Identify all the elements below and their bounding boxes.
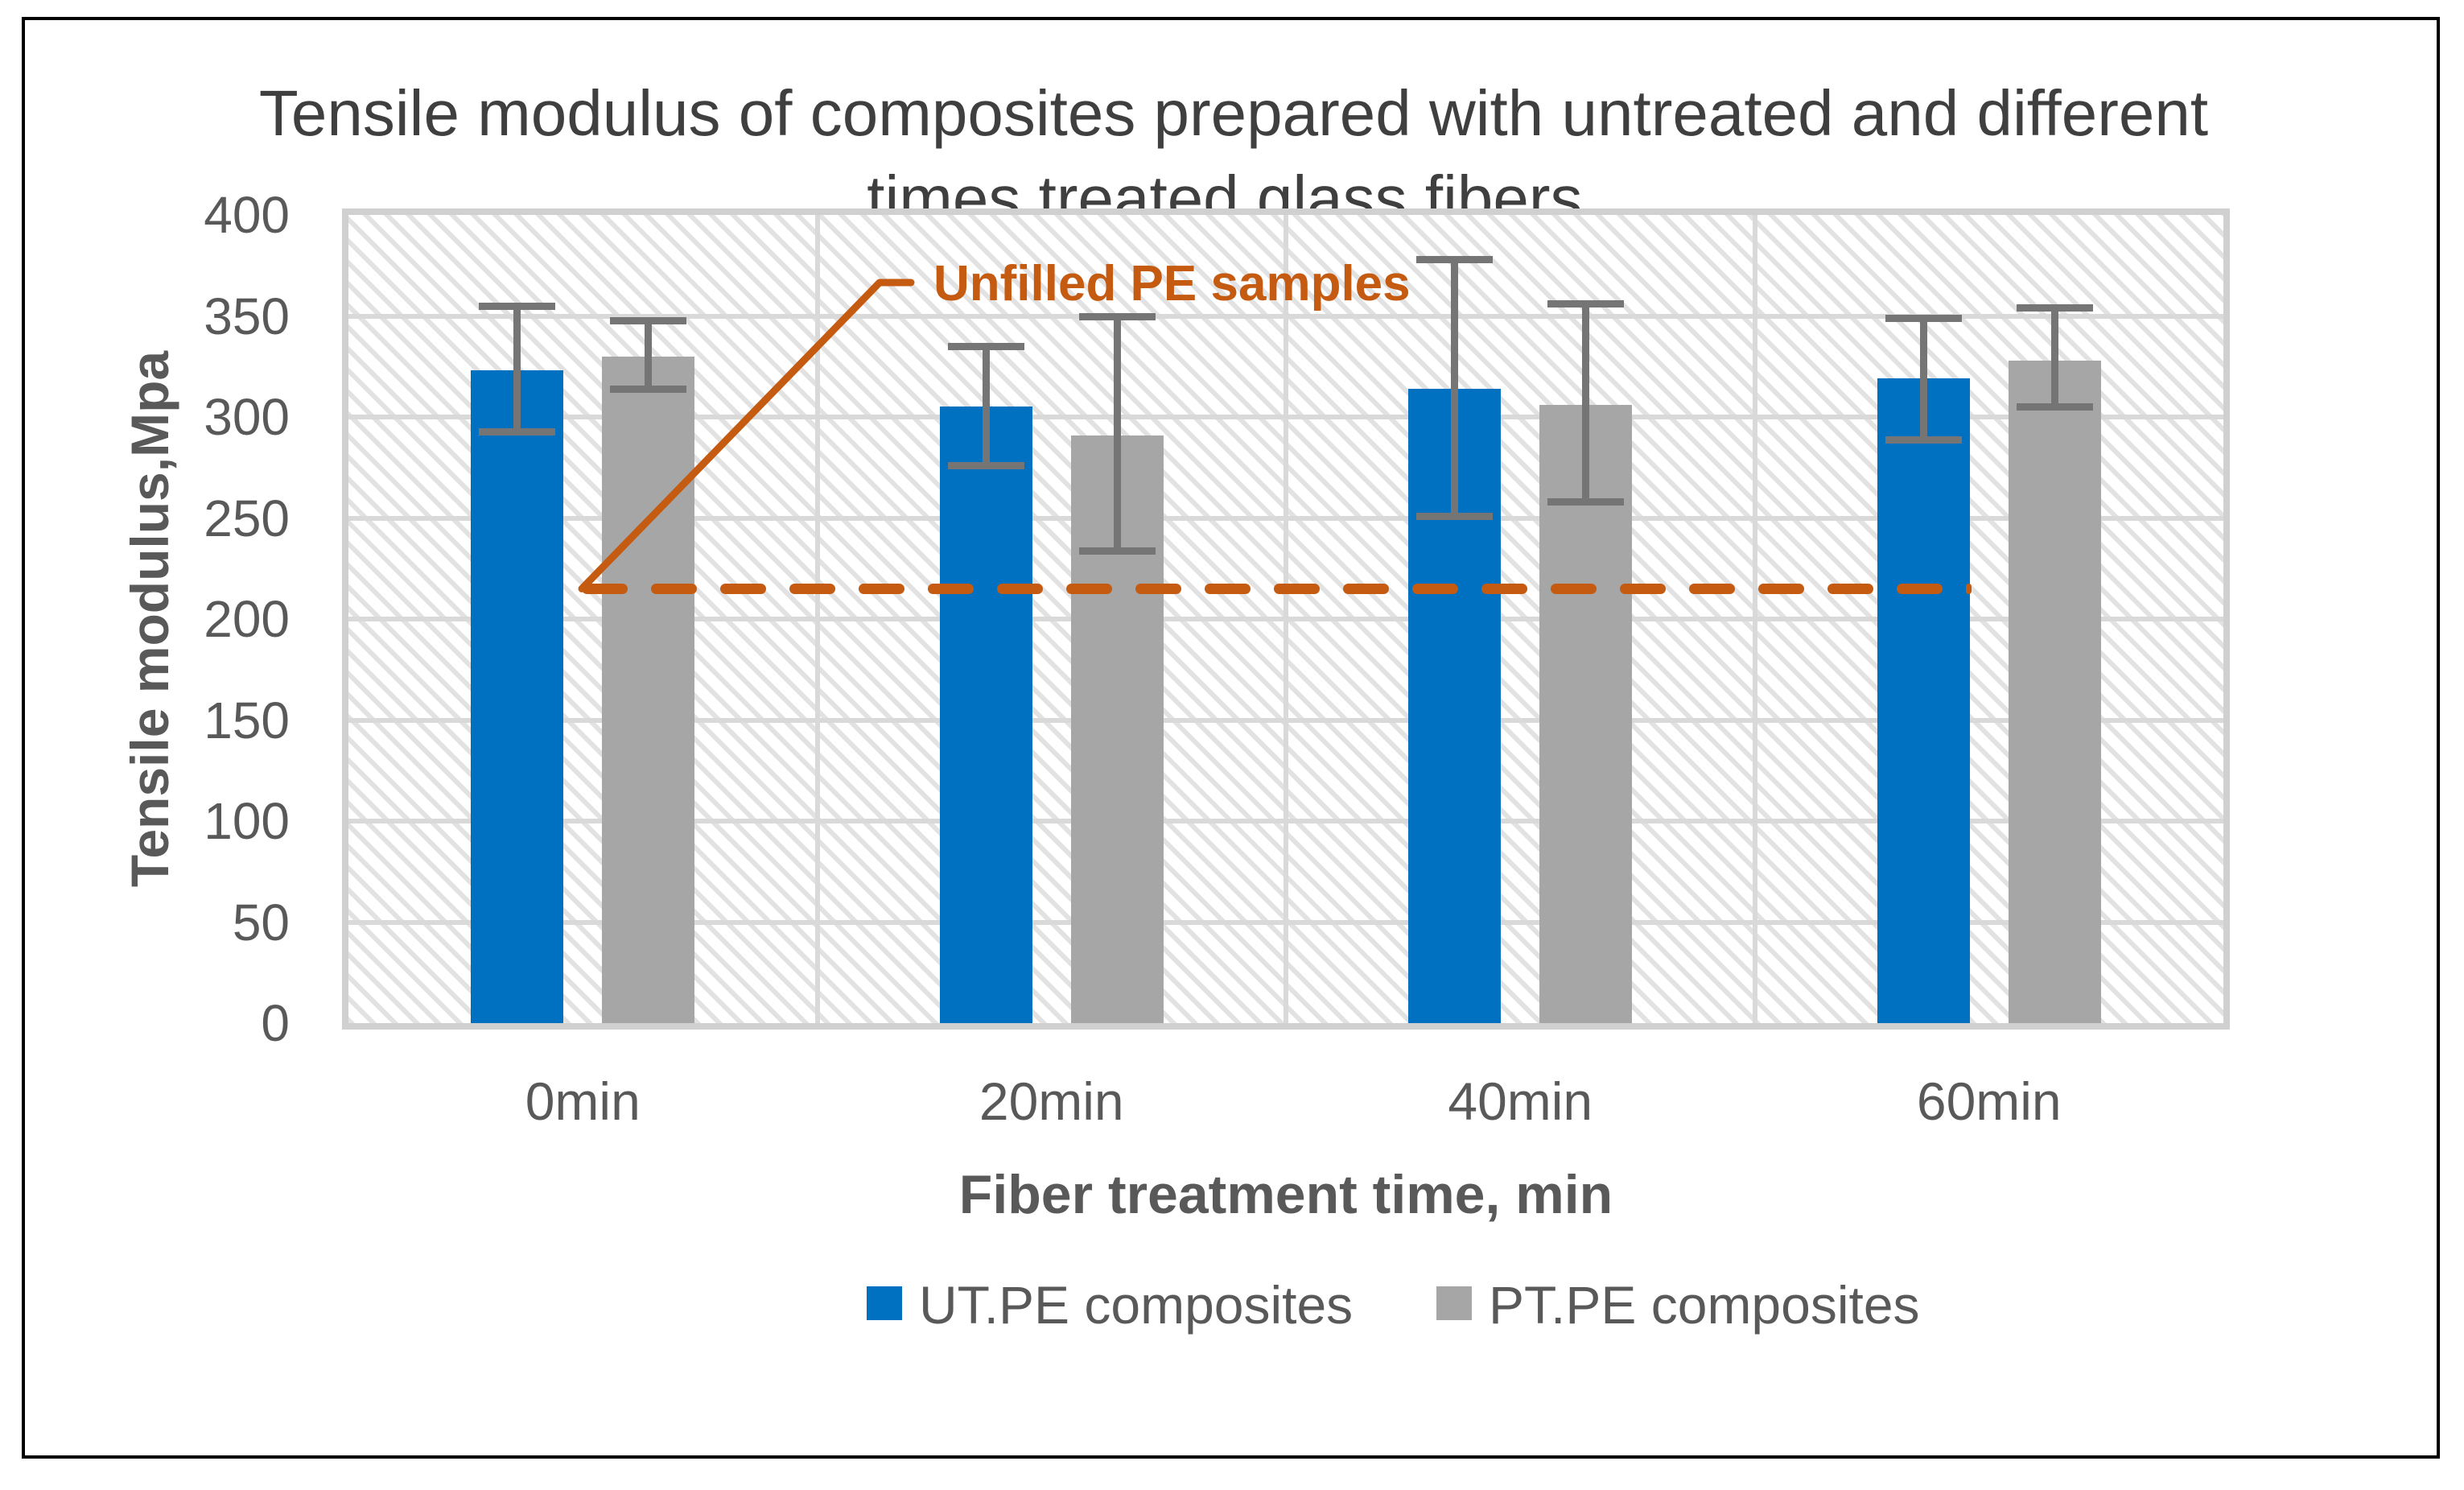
y-tick-label-150: 150 [204,691,290,749]
error-bar-ut-60min-cap-bottom [1885,435,1962,444]
bar-ut-20min [939,407,1032,1023]
error-bar-ut-20min-line [982,346,990,466]
y-tick-label-350: 350 [204,287,290,345]
reference-line-dash [1966,583,1972,594]
reference-line-dash [1412,583,1458,594]
reference-line-dash [1689,583,1735,594]
legend-swatch-ut [867,1286,902,1320]
annotation-label: Unfilled PE samples [933,256,1411,312]
y-tick-label-200: 200 [204,590,290,648]
reference-line-dash [1205,583,1251,594]
legend-label-pt: PT.PE composites [1489,1275,1920,1335]
bar-pt-0min [602,356,695,1023]
error-bar-pt-0min-line [645,320,653,389]
legend-swatch-pt [1436,1286,1472,1320]
chart-title-line1: Tensile modulus of composites prepared w… [258,77,2209,149]
reference-line-dash [928,583,974,594]
error-bar-pt-40min-line [1582,303,1590,502]
figure-border [22,17,2440,1459]
error-bar-ut-0min-cap-bottom [479,427,556,435]
y-tick-label-300: 300 [204,388,290,446]
bar-ut-0min [471,370,564,1023]
error-bar-pt-40min-cap-bottom [1547,498,1625,506]
error-bar-ut-20min-cap-bottom [947,462,1024,470]
x-tick-label-0min: 0min [525,1071,641,1131]
reference-line-dash [720,583,766,594]
error-bar-ut-0min-line [513,305,521,431]
y-tick-label-100: 100 [204,792,290,850]
y-tick-label-50: 50 [232,893,290,951]
x-tick-label-40min: 40min [1448,1071,1593,1131]
reference-line-dash [1481,583,1527,594]
reference-line-dash [1135,583,1181,594]
bar-ut-60min [1877,378,1970,1023]
error-bar-pt-0min-cap-bottom [610,385,687,393]
reference-line-dash [582,583,628,594]
reference-line-dash [1827,583,1873,594]
reference-line-dash [859,583,904,594]
reference-line-dash [1620,583,1666,594]
bar-pt-60min [2008,360,2101,1023]
gridline-v-3 [1752,215,1757,1023]
error-bar-pt-20min-cap-bottom [1078,547,1156,555]
reference-line-dash [789,583,835,594]
error-bar-pt-60min-cap-top [2016,304,2093,312]
reference-line-dash [1758,583,1804,594]
reference-line-dash [1274,583,1320,594]
x-axis-title: Fiber treatment time, min [958,1164,1613,1225]
legend-label-ut: UT.PE composites [919,1275,1354,1335]
gridline-v-2 [1284,215,1288,1023]
error-bar-pt-20min-line [1113,316,1121,551]
reference-line-dash [1343,583,1389,594]
gridline-v-1 [814,215,820,1023]
error-bar-ut-40min-cap-bottom [1416,512,1494,520]
error-bar-pt-0min-cap-top [610,316,687,324]
error-bar-ut-40min-cap-top [1416,256,1494,264]
error-bar-pt-40min-cap-top [1547,300,1625,308]
error-bar-pt-20min-cap-top [1078,312,1156,320]
y-tick-label-0: 0 [261,994,290,1052]
reference-line-dash [1897,583,1943,594]
annotation-callout-line [578,279,915,592]
bar-pt-40min [1539,404,1633,1023]
error-bar-ut-60min-cap-top [1885,315,1962,322]
x-tick-label-20min: 20min [979,1071,1124,1131]
reference-line-dash [997,583,1043,594]
reference-line-dash [1551,583,1597,594]
reference-line-dash [1066,583,1112,594]
x-tick-label-60min: 60min [1916,1071,2062,1131]
reference-line-dash [651,583,697,594]
error-bar-ut-0min-cap-top [479,302,556,310]
error-bar-ut-40min-line [1451,259,1459,516]
error-bar-ut-60min-line [1919,318,1927,440]
y-tick-label-250: 250 [204,489,290,547]
error-bar-pt-60min-cap-bottom [2016,403,2093,411]
error-bar-pt-60min-line [2050,307,2058,407]
error-bar-ut-20min-cap-top [947,343,1024,351]
y-tick-label-400: 400 [204,186,290,244]
